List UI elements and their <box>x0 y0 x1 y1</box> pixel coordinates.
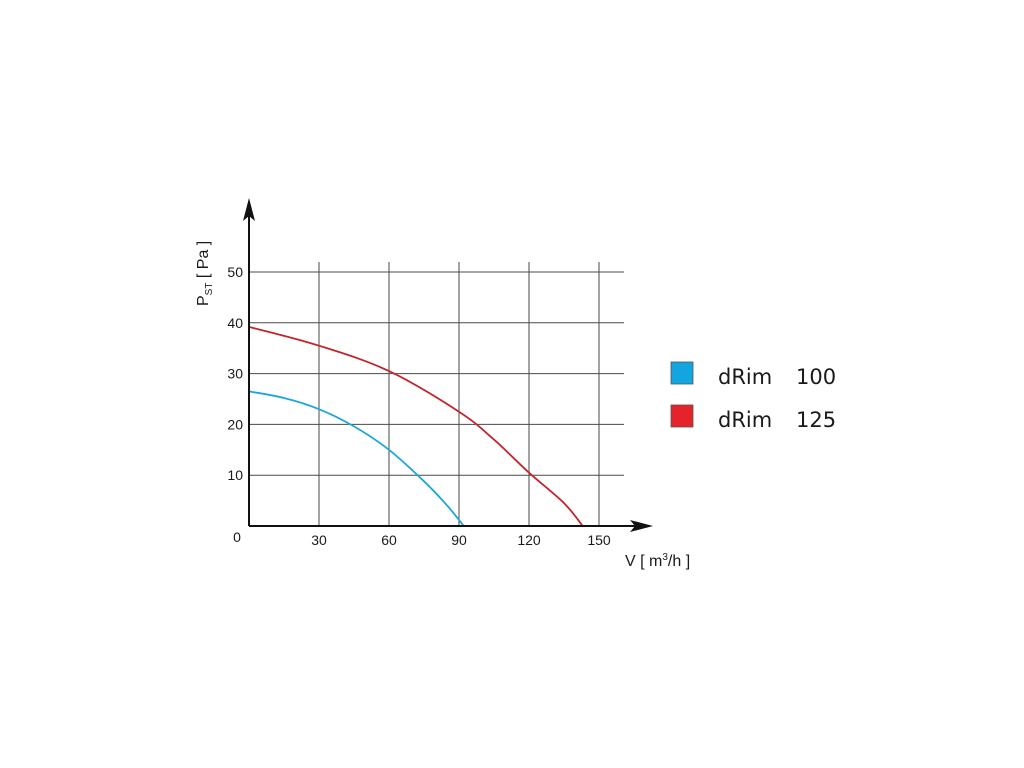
y-axis-label-subscript: ST <box>204 283 215 296</box>
legend-label-drim-125: dRim <box>718 408 772 432</box>
legend-model-drim-125: 125 <box>796 408 836 432</box>
series-line-drim-125 <box>248 326 584 527</box>
y-tick-label-30: 30 <box>227 366 243 382</box>
y-tick-label-10: 10 <box>227 467 243 483</box>
series-layer <box>248 326 584 527</box>
y-tick-label-20: 20 <box>227 416 243 432</box>
tick-labels: 0 30 60 90 120 150 10 20 30 40 50 <box>227 264 610 548</box>
axes <box>243 198 653 532</box>
x-axis-label-superscript: 3 <box>662 552 668 563</box>
legend-item-drim-100: dRim 100 <box>670 361 836 389</box>
series-line-drim-100 <box>248 390 465 527</box>
legend-label-drim-100: dRim <box>718 365 772 389</box>
legend-swatch-drim-125 <box>670 404 694 428</box>
x-tick-label-0: 0 <box>233 529 241 545</box>
x-tick-label-60: 60 <box>381 532 397 548</box>
x-tick-label-120: 120 <box>517 532 541 548</box>
legend-model-drim-100: 100 <box>796 365 836 389</box>
y-tick-label-50: 50 <box>227 264 243 280</box>
x-tick-label-30: 30 <box>311 532 327 548</box>
x-tick-label-150: 150 <box>587 532 611 548</box>
legend: dRim 100 dRim 125 <box>670 361 836 432</box>
y-axis-arrow <box>243 198 255 221</box>
chart-grid <box>249 262 624 526</box>
x-axis-arrow <box>630 520 653 532</box>
y-tick-label-40: 40 <box>227 315 243 331</box>
legend-swatch-drim-100 <box>670 361 694 385</box>
y-axis-label: PST [ Pa ] <box>195 241 215 306</box>
x-tick-label-90: 90 <box>451 532 467 548</box>
x-axis-label: V [ m3/h ] <box>625 552 690 570</box>
legend-item-drim-125: dRim 125 <box>670 404 836 432</box>
